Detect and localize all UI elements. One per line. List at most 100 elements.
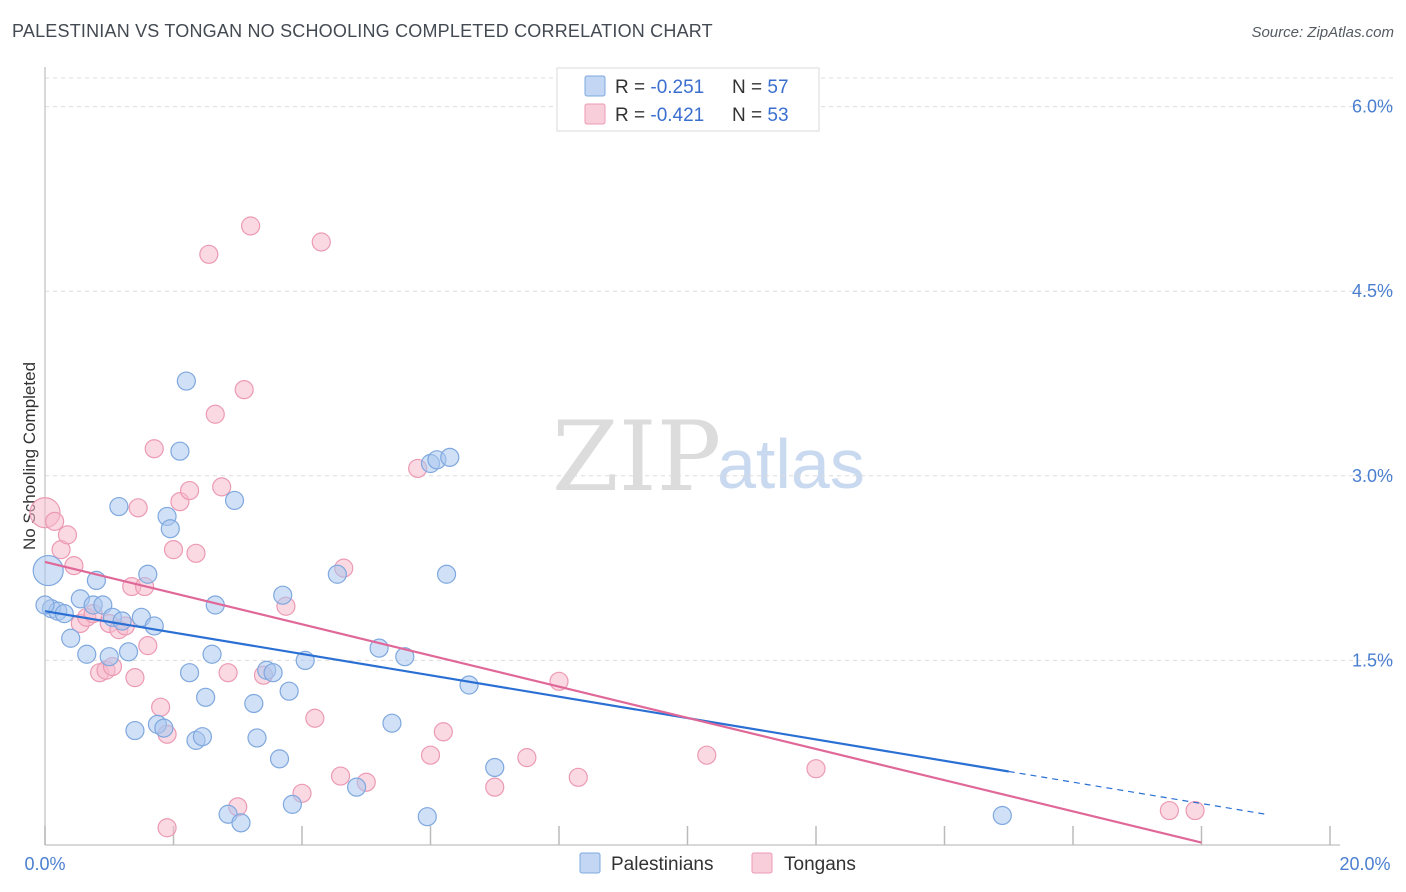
stats-legend: R = -0.251 N = 57 R = -0.421 N = 53 (556, 67, 820, 132)
tongan-point (517, 748, 537, 768)
palestinian-point (77, 644, 97, 664)
legend-swatch-palestinians (584, 75, 606, 97)
x-axis-ticks (44, 826, 1331, 845)
legend-n-label: N = (732, 105, 767, 126)
tongan-point (485, 777, 505, 797)
legend-r-label: R = (615, 77, 650, 98)
tongan-point (420, 745, 441, 765)
tongan-point (697, 745, 717, 765)
palestinian-point (417, 807, 437, 827)
tongan-point (1159, 800, 1179, 821)
tongan-point (64, 556, 84, 576)
y-tick-label: 3.0% (1352, 466, 1393, 486)
palestinian-point (32, 554, 64, 587)
tongan-point (305, 708, 325, 728)
tongan-point (186, 543, 206, 563)
tongan-point (234, 380, 254, 400)
series-legend-swatch-tongans (751, 852, 773, 874)
tongan-point (330, 766, 351, 786)
legend-n-value: 53 (767, 105, 788, 126)
palestinian-point (440, 447, 460, 467)
watermark-atlas: atlas (717, 425, 865, 503)
palestinian-point (202, 644, 222, 664)
palestinian-point (160, 519, 180, 539)
palestinian-point (273, 585, 293, 605)
palestinian-point (112, 611, 132, 631)
series-legend-label-tongans: Tongans (784, 854, 856, 875)
palestinian-point (485, 757, 505, 778)
palestinian-point (125, 720, 145, 741)
tongan-point (151, 697, 171, 717)
palestinian-point (179, 663, 200, 683)
palestinian-point (395, 647, 415, 667)
tongan-point (45, 511, 65, 531)
source-credit: Source: ZipAtlas.com (1251, 24, 1394, 41)
y-tick-label: 6.0% (1352, 97, 1393, 117)
palestinian-point (992, 805, 1012, 826)
grid-lines (45, 77, 1395, 661)
palestinian-point (436, 564, 457, 584)
palestinian-point (247, 728, 267, 748)
x-tick-label-max: 20.0% (1339, 854, 1390, 874)
series-legend-swatch-palestinians (579, 852, 601, 874)
legend-r-label: R = (615, 105, 650, 126)
legend-n-label: N = (732, 77, 767, 98)
palestinian-point (192, 727, 213, 747)
x-tick-label-min: 0.0% (24, 854, 65, 874)
legend-row-tongans: R = -0.421 N = 53 (615, 105, 789, 126)
y-tick-label: 4.5% (1352, 281, 1393, 301)
trend-lines (44, 560, 1266, 844)
series-legend-label-palestinians: Palestinians (611, 854, 713, 875)
palestinian-point (61, 628, 81, 648)
palestinian-point (35, 595, 55, 615)
palestinian-point (231, 813, 251, 833)
palestinian-point (382, 713, 402, 733)
tongan-point (157, 818, 177, 838)
palestinian-point (282, 794, 302, 814)
palestinian-trend-line-extension (1008, 770, 1266, 815)
tongan-point (433, 722, 453, 742)
tongan-point (144, 439, 164, 459)
tongan-points (29, 216, 1205, 838)
tongan-point (205, 404, 225, 424)
palestinian-point (170, 441, 190, 461)
palestinian-point (244, 693, 264, 714)
palestinian-point (224, 490, 245, 511)
tongan-point (125, 668, 145, 688)
chart-title: PALESTINIAN VS TONGAN NO SCHOOLING COMPL… (12, 21, 713, 41)
palestinian-point (176, 371, 196, 391)
tongan-point (163, 540, 184, 560)
tongan-point (212, 477, 232, 497)
tongan-point (179, 480, 200, 501)
tongan-point (199, 244, 219, 264)
palestinian-point (144, 616, 164, 636)
tongan-trend-line (44, 560, 1202, 844)
palestinian-point (459, 675, 479, 695)
palestinian-point (109, 496, 129, 517)
tongan-point (241, 216, 261, 236)
legend-r-value: -0.421 (650, 105, 704, 126)
tongan-point (806, 759, 826, 779)
palestinian-point (138, 564, 158, 584)
legend-row-palestinians: R = -0.251 N = 57 (615, 77, 789, 98)
palestinian-point (196, 687, 216, 707)
tongan-point (1185, 800, 1205, 821)
tongan-point (311, 232, 331, 252)
legend-r-value: -0.251 (650, 77, 704, 98)
tongan-point (218, 663, 238, 683)
palestinian-point (99, 647, 119, 667)
legend-n-value: 57 (767, 77, 788, 98)
palestinian-point (327, 564, 347, 584)
series-legend: Palestinians Tongans (579, 852, 856, 875)
palestinian-point (269, 749, 290, 769)
palestinian-trend-line (44, 610, 1009, 773)
tongan-point (57, 525, 78, 545)
palestinian-point (154, 718, 174, 738)
legend-swatch-tongans (584, 103, 606, 125)
y-tick-label: 1.5% (1352, 650, 1393, 670)
tongan-point (138, 636, 158, 656)
palestinian-point (118, 642, 139, 662)
tongan-point (128, 498, 148, 518)
axes (44, 67, 1340, 846)
